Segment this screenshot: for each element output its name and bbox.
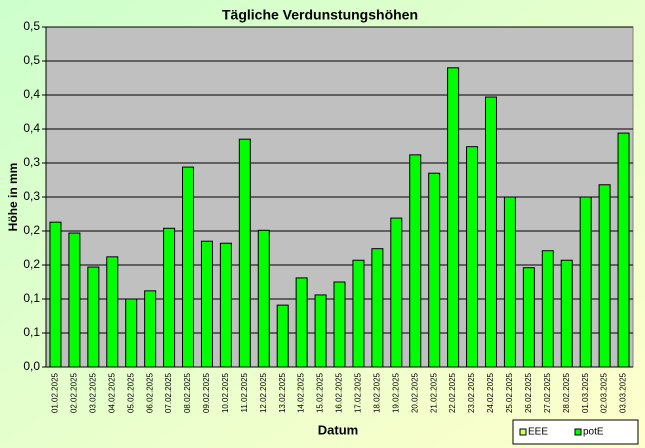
x-tick-label: 06.02.2025: [145, 372, 154, 413]
x-tick-label: 14.02.2025: [297, 372, 306, 413]
bar: [257, 229, 270, 368]
y-tick-label: 0,5: [23, 19, 40, 33]
x-tick-label: 08.02.2025: [183, 372, 192, 413]
bar: [617, 132, 630, 368]
bar: [314, 294, 327, 368]
bar: [541, 250, 554, 368]
x-tick-label: 05.02.2025: [126, 372, 135, 413]
bar: [295, 277, 308, 368]
x-tick-label: 03.03.2025: [619, 372, 628, 413]
bar: [390, 217, 403, 368]
x-tick-label: 04.02.2025: [107, 372, 116, 413]
x-tick-label: 19.02.2025: [391, 372, 400, 413]
bar: [144, 290, 157, 368]
y-tick-label: 0,4: [23, 87, 40, 101]
x-tick-label: 26.02.2025: [524, 372, 533, 413]
x-tick-label: 17.02.2025: [354, 372, 363, 413]
bar: [352, 259, 365, 368]
x-tick-label: 18.02.2025: [372, 372, 381, 413]
x-tick-label: 11.02.2025: [240, 372, 249, 412]
bar: [68, 232, 81, 368]
x-tick-label: 03.02.2025: [88, 372, 97, 413]
bar: [163, 227, 176, 368]
y-tick-label: 0,5: [23, 53, 40, 67]
bar: [428, 172, 441, 368]
bar: [125, 298, 138, 368]
y-tick-label: 0,0: [23, 359, 40, 373]
y-axis-label: Höhe in mm: [6, 163, 20, 232]
x-tick-label: 20.02.2025: [410, 372, 419, 413]
y-tick-label: 0,2: [23, 257, 40, 271]
bar: [484, 96, 497, 368]
bar: [106, 256, 119, 368]
x-tick-label: 22.02.2025: [448, 372, 457, 413]
x-tick-label: 13.02.2025: [278, 372, 287, 413]
x-tick-label: 02.03.2025: [600, 372, 609, 413]
bar: [503, 196, 516, 368]
legend-swatch: [519, 428, 527, 436]
x-tick-label: 07.02.2025: [164, 372, 173, 413]
y-tick-label: 0,1: [23, 325, 40, 339]
bar: [49, 221, 62, 368]
bar: [276, 304, 289, 368]
bar: [371, 248, 384, 368]
x-tick-label: 27.02.2025: [543, 372, 552, 413]
y-tick-label: 0,2: [23, 223, 40, 237]
bar: [522, 267, 535, 368]
bar: [87, 266, 100, 368]
bar: [579, 196, 592, 368]
legend-label: potE: [583, 427, 604, 438]
bar: [560, 259, 573, 368]
x-tick-label: 23.02.2025: [467, 372, 476, 413]
y-tick-label: 0,3: [23, 189, 40, 203]
x-tick-label: 01.03.2025: [581, 372, 590, 413]
x-axis-label: Datum: [318, 422, 358, 437]
legend-swatch: [574, 428, 582, 436]
x-tick-label: 28.02.2025: [562, 372, 571, 413]
bar: [219, 242, 232, 368]
legend-label: EEE: [528, 427, 548, 438]
x-tick-label: 01.02.2025: [51, 372, 60, 413]
x-tick-label: 02.02.2025: [70, 372, 79, 413]
bar: [200, 240, 213, 368]
y-tick-label: 0,4: [23, 121, 40, 135]
y-tick-label: 0,1: [23, 291, 40, 305]
bar: [182, 166, 195, 368]
chart-title: Tägliche Verdunstungshöhen: [222, 7, 418, 23]
y-tick-label: 0,3: [23, 155, 40, 169]
bar: [409, 154, 422, 368]
x-tick-label: 21.02.2025: [429, 372, 438, 413]
bar: [238, 138, 251, 368]
bar: [598, 184, 611, 368]
bar: [333, 281, 346, 368]
bar: [447, 67, 460, 368]
x-tick-label: 12.02.2025: [259, 372, 268, 413]
x-tick-label: 24.02.2025: [486, 372, 495, 413]
x-tick-label: 09.02.2025: [202, 372, 211, 413]
x-tick-label: 15.02.2025: [316, 372, 325, 413]
x-tick-label: 25.02.2025: [505, 372, 514, 413]
bar: [466, 146, 479, 368]
x-tick-label: 10.02.2025: [221, 372, 230, 413]
x-tick-label: 16.02.2025: [335, 372, 344, 413]
